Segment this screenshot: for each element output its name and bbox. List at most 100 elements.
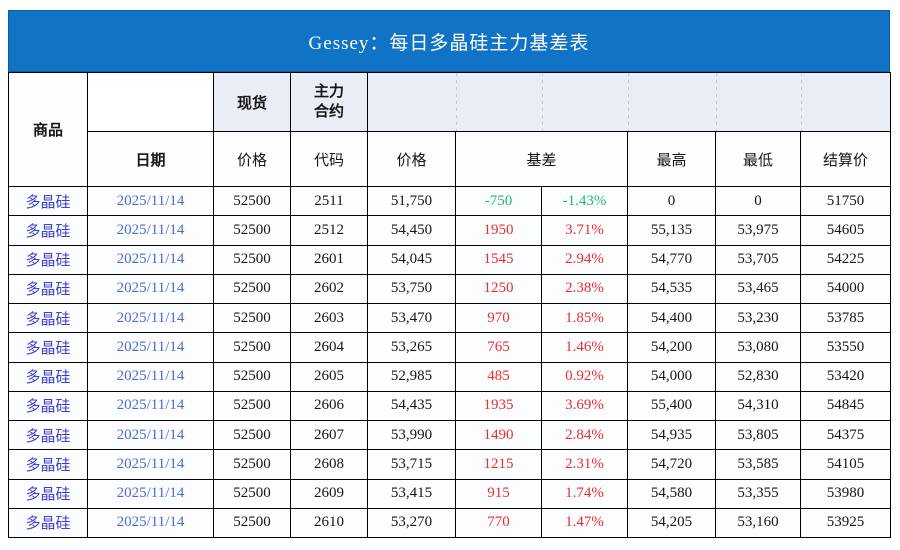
cell-basis: 1490 — [455, 419, 542, 451]
cell-basis: 915 — [455, 478, 542, 509]
cell-futures-price: 54,450 — [367, 215, 456, 246]
header-date: 日期 — [87, 131, 214, 187]
cell-low: 53,805 — [715, 419, 801, 451]
cell-basis-percent: 0.92% — [541, 361, 628, 392]
cell-basis: -750 — [455, 185, 542, 217]
cell-low: 53,080 — [715, 332, 801, 363]
cell-date: 2025/11/14 — [87, 185, 214, 217]
header-code: 代码 — [290, 131, 368, 187]
cell-low: 53,230 — [715, 302, 801, 334]
cell-date: 2025/11/14 — [87, 419, 214, 451]
cell-contract-code: 2511 — [290, 185, 368, 217]
cell-futures-price: 53,415 — [367, 478, 456, 509]
cell-date: 2025/11/14 — [87, 507, 214, 539]
cell-basis: 765 — [455, 332, 542, 363]
header-low: 最低 — [715, 131, 801, 187]
cell-low: 53,585 — [715, 449, 801, 480]
table-row: 多晶硅 2025/11/14 52500 2603 53,470 970 1.8… — [8, 302, 892, 334]
cell-commodity: 多晶硅 — [8, 244, 88, 275]
cell-high: 54,000 — [627, 361, 716, 392]
table-row: 多晶硅 2025/11/14 52500 2602 53,750 1250 2.… — [8, 273, 892, 305]
cell-basis-percent: 3.71% — [541, 215, 628, 246]
cell-basis: 1250 — [455, 273, 542, 305]
header-settle: 结算价 — [799, 131, 892, 187]
cell-spot-price: 52500 — [213, 302, 291, 334]
cell-basis: 1215 — [455, 449, 542, 480]
table-row: 多晶硅 2025/11/14 52500 2606 54,435 1935 3.… — [8, 390, 892, 422]
cell-contract-code: 2605 — [290, 361, 368, 392]
cell-basis-percent: 2.31% — [541, 449, 628, 480]
cell-basis-percent: 2.38% — [541, 273, 628, 305]
cell-settlement: 54605 — [799, 215, 892, 246]
cell-basis-percent: 2.94% — [541, 244, 628, 275]
cell-contract-code: 2512 — [290, 215, 368, 246]
cell-futures-price: 54,435 — [367, 390, 456, 422]
cell-spot-price: 52500 — [213, 478, 291, 509]
cell-spot-price: 52500 — [213, 332, 291, 363]
cell-settlement: 54225 — [799, 244, 892, 275]
cell-commodity: 多晶硅 — [8, 361, 88, 392]
cell-commodity: 多晶硅 — [8, 478, 88, 509]
cell-spot-price: 52500 — [213, 244, 291, 275]
cell-high: 55,400 — [627, 390, 716, 422]
cell-commodity: 多晶硅 — [8, 449, 88, 480]
cell-commodity: 多晶硅 — [8, 390, 88, 422]
cell-settlement: 54375 — [799, 419, 892, 451]
cell-commodity: 多晶硅 — [8, 507, 88, 539]
cell-basis-percent: 2.84% — [541, 419, 628, 451]
cell-spot-price: 52500 — [213, 390, 291, 422]
cell-settlement: 53980 — [799, 478, 892, 509]
cell-high: 55,135 — [627, 215, 716, 246]
cell-contract-code: 2601 — [290, 244, 368, 275]
cell-commodity: 多晶硅 — [8, 419, 88, 451]
cell-basis-percent: 1.85% — [541, 302, 628, 334]
table-row: 多晶硅 2025/11/14 52500 2607 53,990 1490 2.… — [8, 419, 892, 451]
cell-date: 2025/11/14 — [87, 302, 214, 334]
table-row: 多晶硅 2025/11/14 52500 2604 53,265 765 1.4… — [8, 332, 892, 363]
cell-basis: 485 — [455, 361, 542, 392]
cell-spot-price: 52500 — [213, 273, 291, 305]
cell-contract-code: 2606 — [290, 390, 368, 422]
header-spot: 现货 — [213, 72, 291, 132]
cell-futures-price: 53,715 — [367, 449, 456, 480]
cell-date: 2025/11/14 — [87, 390, 214, 422]
cell-contract-code: 2609 — [290, 478, 368, 509]
cell-high: 54,205 — [627, 507, 716, 539]
cell-settlement: 54105 — [799, 449, 892, 480]
cell-settlement: 54000 — [799, 273, 892, 305]
cell-basis: 770 — [455, 507, 542, 539]
cell-spot-price: 52500 — [213, 507, 291, 539]
header-merged-region — [366, 72, 892, 132]
cell-contract-code: 2603 — [290, 302, 368, 334]
table-row: 多晶硅 2025/11/14 52500 2512 54,450 1950 3.… — [8, 215, 892, 246]
cell-date: 2025/11/14 — [87, 215, 214, 246]
cell-high: 54,200 — [627, 332, 716, 363]
cell-spot-price: 52500 — [213, 419, 291, 451]
cell-high: 54,770 — [627, 244, 716, 275]
table-row: 多晶硅 2025/11/14 52500 2608 53,715 1215 2.… — [8, 449, 892, 480]
cell-date: 2025/11/14 — [87, 478, 214, 509]
cell-low: 53,160 — [715, 507, 801, 539]
header-spot-price: 价格 — [213, 131, 291, 187]
report-title: Gessey：每日多晶硅主力基差表 — [308, 32, 590, 54]
table-row: 多晶硅 2025/11/14 52500 2610 53,270 770 1.4… — [8, 507, 892, 539]
cell-contract-code: 2604 — [290, 332, 368, 363]
header-price: 价格 — [367, 131, 456, 187]
cell-futures-price: 53,750 — [367, 273, 456, 305]
header-high: 最高 — [627, 131, 716, 187]
basis-table: 商品 现货 主力合约 日期 价格 代码 价格 基差 最高 最低 结算价 — [8, 72, 892, 539]
cell-futures-price: 53,470 — [367, 302, 456, 334]
cell-date: 2025/11/14 — [87, 332, 214, 363]
table-row: 多晶硅 2025/11/14 52500 2605 52,985 485 0.9… — [8, 361, 892, 392]
cell-high: 54,935 — [627, 419, 716, 451]
cell-settlement: 53785 — [799, 302, 892, 334]
header-commodity: 商品 — [8, 72, 88, 187]
cell-futures-price: 54,045 — [367, 244, 456, 275]
cell-low: 52,830 — [715, 361, 801, 392]
cell-futures-price: 52,985 — [367, 361, 456, 392]
cell-basis-percent: -1.43% — [541, 185, 628, 217]
cell-basis-percent: 1.46% — [541, 332, 628, 363]
cell-date: 2025/11/14 — [87, 273, 214, 305]
cell-commodity: 多晶硅 — [8, 185, 88, 217]
cell-contract-code: 2602 — [290, 273, 368, 305]
